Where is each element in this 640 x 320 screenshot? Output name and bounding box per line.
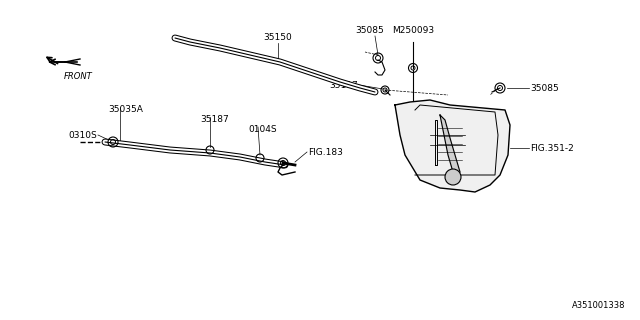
Text: A351001338: A351001338 — [572, 301, 625, 310]
Text: 0310S: 0310S — [68, 131, 97, 140]
Text: 0104S: 0104S — [249, 125, 277, 134]
Polygon shape — [395, 100, 510, 192]
Text: 35150: 35150 — [264, 33, 292, 42]
Text: 35187: 35187 — [200, 115, 229, 124]
Circle shape — [445, 169, 461, 185]
Text: 35085: 35085 — [356, 26, 385, 35]
Text: FIG.351-2: FIG.351-2 — [530, 143, 573, 153]
Text: 35035A: 35035A — [108, 105, 143, 114]
Text: FIG.183: FIG.183 — [308, 148, 343, 156]
Text: 35085: 35085 — [530, 84, 559, 92]
Text: FRONT: FRONT — [63, 72, 92, 81]
Text: 35117: 35117 — [329, 81, 358, 90]
Polygon shape — [440, 115, 460, 175]
Text: M250093: M250093 — [392, 26, 434, 35]
